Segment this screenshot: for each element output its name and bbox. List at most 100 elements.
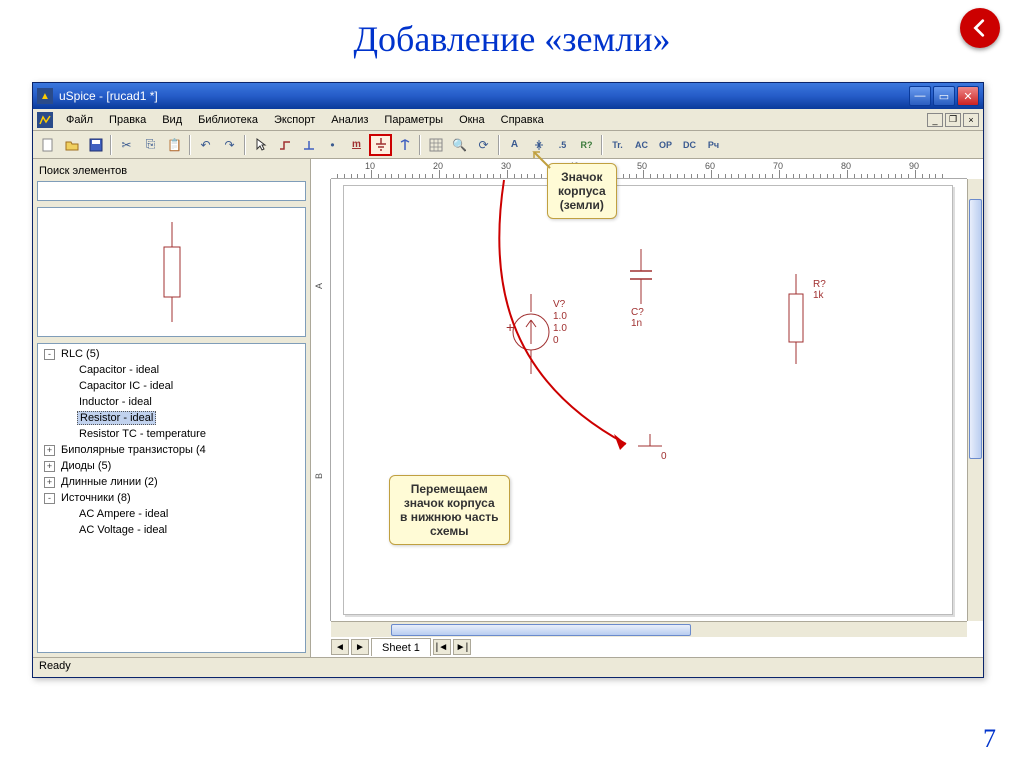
menu-file[interactable]: Файл [59,112,100,128]
tree-label: Capacitor IC - ideal [77,380,175,392]
mdi-restore[interactable]: ❐ [945,113,961,127]
tool-tr[interactable]: Tr. [606,134,629,156]
tool-refdes[interactable]: R? [575,134,598,156]
tree-item[interactable]: Resistor - ideal [38,410,305,426]
vertical-scrollbar[interactable] [967,179,983,621]
horizontal-scrollbar[interactable] [331,621,967,637]
expand-icon[interactable]: + [44,461,55,472]
tool-text[interactable]: A [503,134,526,156]
tool-scale[interactable]: .5 [551,134,574,156]
mdi-close[interactable]: × [963,113,979,127]
tool-net[interactable] [297,134,320,156]
tree-item[interactable]: +Длинные линии (2) [38,474,305,490]
tool-cut[interactable]: ✂ [115,134,138,156]
mdi-minimize[interactable]: _ [927,113,943,127]
app-icon-small [37,112,53,128]
sidebar: Поиск элементов -RLC (5)Capacitor - idea… [33,159,311,657]
menu-help[interactable]: Справка [494,112,551,128]
tool-junction[interactable]: • [321,134,344,156]
tree-item[interactable]: Inductor - ideal [38,394,305,410]
resistor-symbol-icon [142,222,202,322]
tree-label: Resistor - ideal [77,411,156,425]
tree-item[interactable]: Capacitor - ideal [38,362,305,378]
tool-power[interactable] [393,134,416,156]
expand-icon[interactable]: - [44,493,55,504]
expand-icon[interactable]: + [44,477,55,488]
scroll-thumb[interactable] [969,199,982,459]
vertical-ruler: A B [311,179,331,621]
sheet-next[interactable]: ► [351,639,369,655]
menu-edit[interactable]: Правка [102,112,153,128]
sheet-prev[interactable]: ◄ [331,639,349,655]
maximize-button[interactable]: ▭ [933,86,955,106]
tree-label: Диоды (5) [59,460,113,472]
search-input[interactable] [37,181,306,201]
tool-grid[interactable] [424,134,447,156]
tree-item[interactable]: AC Ampere - ideal [38,506,305,522]
tree-item[interactable]: + Диоды (5) [38,458,305,474]
component-tree[interactable]: -RLC (5)Capacitor - ideal Capacitor IC - … [37,343,306,653]
titlebar[interactable]: ▲ uSpice - [rucad1 *] — ▭ ✕ [33,83,983,109]
sheet-first[interactable]: |◄ [433,639,451,655]
tool-last[interactable]: Рч [702,134,725,156]
menubar: Файл Правка Вид Библиотека Экспорт Анали… [33,109,983,131]
tool-label[interactable]: m [345,134,368,156]
menu-analysis[interactable]: Анализ [324,112,375,128]
tool-open[interactable] [60,134,83,156]
tree-item[interactable]: -RLC (5) [38,346,305,362]
menu-export[interactable]: Экспорт [267,112,322,128]
tool-op[interactable]: OP [654,134,677,156]
tool-new[interactable] [36,134,59,156]
tool-copy[interactable]: ⎘ [139,134,162,156]
tree-item[interactable]: + Биполярные транзисторы (4 [38,442,305,458]
callout-bottom: Перемещаем значок корпуса в нижнюю часть… [389,475,510,545]
menu-params[interactable]: Параметры [377,112,450,128]
tool-redo[interactable]: ↷ [218,134,241,156]
sheet-tab-1[interactable]: Sheet 1 [371,638,431,656]
callout-top: Значок корпуса (земли) [547,163,617,219]
capacitor-symbol[interactable] [626,249,656,309]
tree-item[interactable]: Resistor TC - temperature [38,426,305,442]
plus-icon: + [506,319,514,335]
toolbar: ✂ ⎘ 📋 ↶ ↷ • m 🔍 ⟳ A .5 R? Tr. AC OP DC Р… [33,131,983,159]
tree-label: Источники (8) [59,492,133,504]
schematic-canvas[interactable]: + V? 1.0 1.0 0 C? 1n [331,179,967,621]
component-preview [37,207,306,337]
tool-undo[interactable]: ↶ [194,134,217,156]
tree-label: Биполярные транзисторы (4 [59,444,208,456]
tree-label: AC Ampere - ideal [77,508,170,520]
tool-paste[interactable]: 📋 [163,134,186,156]
scroll-thumb[interactable] [391,624,691,636]
tree-item[interactable]: Capacitor IC - ideal [38,378,305,394]
back-button[interactable] [960,8,1000,48]
menu-library[interactable]: Библиотека [191,112,265,128]
tool-ac[interactable]: AC [630,134,653,156]
tree-item[interactable]: AC Voltage - ideal [38,522,305,538]
tool-refresh[interactable]: ⟳ [472,134,495,156]
tree-label: Resistor TC - temperature [77,428,208,440]
tool-wire[interactable] [273,134,296,156]
sheet-last[interactable]: ►| [453,639,471,655]
menu-view[interactable]: Вид [155,112,189,128]
v-name: V? [553,299,565,310]
tree-label: Inductor - ideal [77,396,154,408]
close-button[interactable]: ✕ [957,86,979,106]
menu-windows[interactable]: Окна [452,112,492,128]
window-title: uSpice - [rucad1 *] [59,89,909,103]
voltage-source-symbol[interactable] [511,294,551,374]
resistor-symbol[interactable] [781,274,811,364]
canvas-area: 102030405060708090 A B + V? 1.0 1.0 0 [311,159,983,657]
tool-ground[interactable] [369,134,392,156]
tree-item[interactable]: -Источники (8) [38,490,305,506]
tool-zoom[interactable]: 🔍 [448,134,471,156]
sheet-tabs: ◄ ► Sheet 1 |◄ ►| [331,637,471,657]
tree-label: AC Voltage - ideal [77,524,169,536]
tool-pointer[interactable] [249,134,272,156]
tool-save[interactable] [84,134,107,156]
expand-icon[interactable]: - [44,349,55,360]
expand-icon[interactable]: + [44,445,55,456]
tool-dc[interactable]: DC [678,134,701,156]
minimize-button[interactable]: — [909,86,931,106]
chevron-left-icon [969,17,991,39]
horizontal-ruler: 102030405060708090 [331,159,967,179]
